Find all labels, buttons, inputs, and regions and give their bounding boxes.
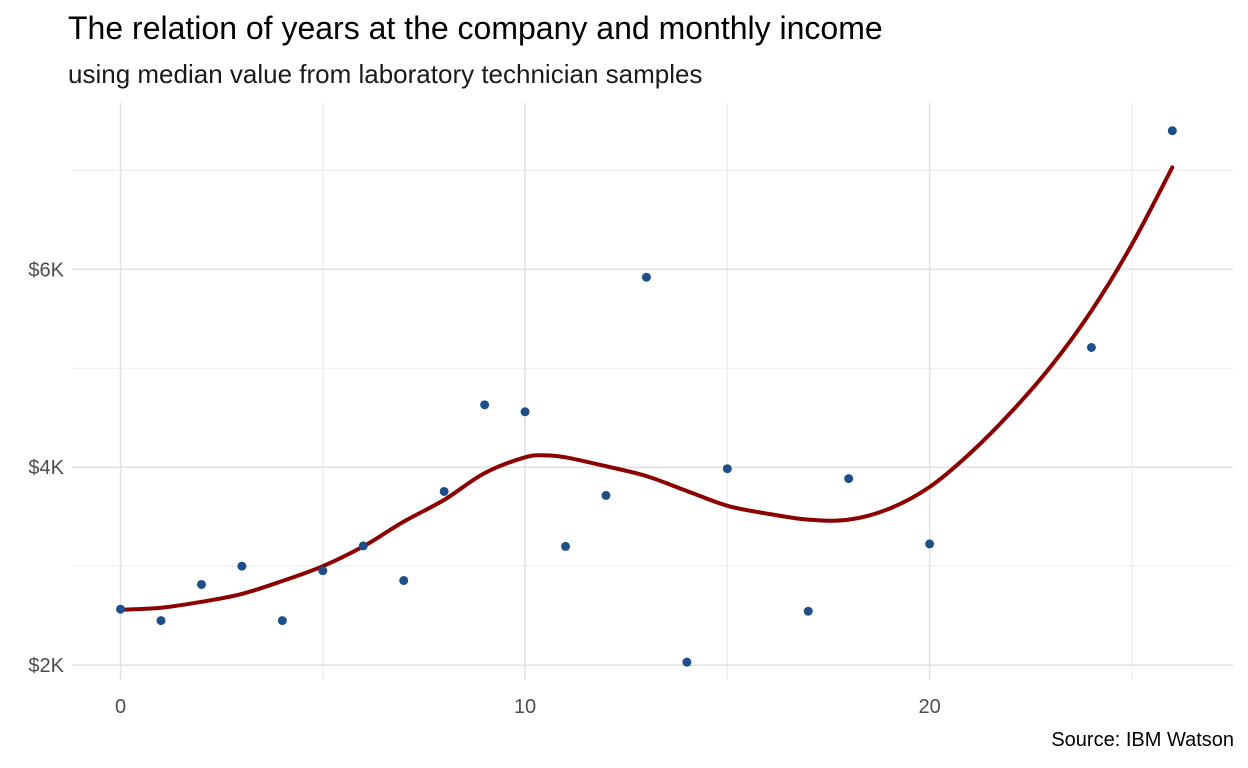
grid-minor bbox=[72, 103, 1233, 680]
data-point bbox=[358, 541, 368, 551]
chart-subtitle: using median value from laboratory techn… bbox=[68, 59, 703, 89]
data-point bbox=[682, 657, 692, 667]
smooth-trend-line-group bbox=[118, 165, 1175, 612]
data-point bbox=[601, 490, 611, 500]
data-point bbox=[641, 272, 651, 282]
data-point bbox=[561, 541, 571, 551]
data-point bbox=[722, 464, 732, 474]
data-point bbox=[844, 474, 854, 484]
data-point bbox=[237, 561, 247, 571]
data-point bbox=[925, 539, 935, 549]
x-tick-label: 10 bbox=[514, 696, 536, 718]
data-point bbox=[520, 407, 530, 417]
data-point bbox=[803, 606, 813, 616]
data-point bbox=[156, 616, 166, 626]
data-point bbox=[196, 579, 206, 589]
y-tick-label: $2K bbox=[28, 655, 64, 677]
data-point bbox=[116, 604, 126, 614]
data-point bbox=[480, 400, 490, 410]
chart-title: The relation of years at the company and… bbox=[68, 10, 883, 46]
data-point bbox=[399, 576, 409, 586]
data-point bbox=[439, 486, 449, 496]
data-point bbox=[1167, 126, 1177, 136]
y-tick-label: $4K bbox=[28, 457, 64, 479]
x-tick-label: 0 bbox=[115, 696, 126, 718]
y-axis-tick-labels: $2K $4K $6K bbox=[28, 259, 64, 677]
data-point bbox=[1086, 342, 1096, 352]
data-point bbox=[318, 566, 328, 576]
data-point bbox=[277, 616, 287, 626]
y-tick-label: $6K bbox=[28, 259, 64, 281]
x-tick-label: 20 bbox=[918, 696, 940, 718]
data-points bbox=[116, 126, 1177, 667]
x-axis-tick-labels: 0 10 20 bbox=[115, 696, 941, 718]
chart-caption: Source: IBM Watson bbox=[1051, 729, 1234, 751]
smooth-trend-line bbox=[118, 165, 1175, 612]
grid-major bbox=[72, 103, 1233, 680]
